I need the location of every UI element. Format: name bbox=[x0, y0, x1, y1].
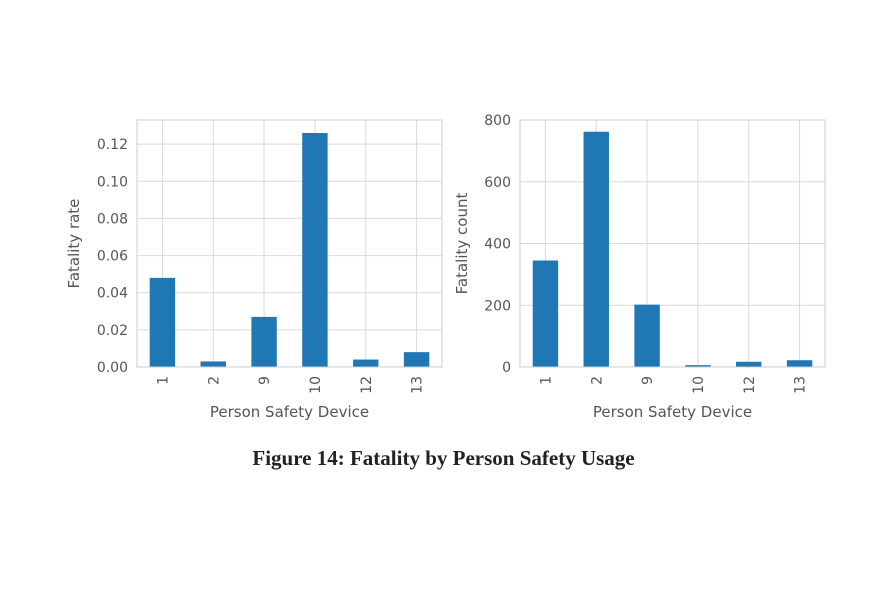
x-axis-label: Person Safety Device bbox=[210, 403, 369, 421]
y-tick-label: 0.00 bbox=[97, 360, 128, 376]
bar-12 bbox=[353, 359, 379, 367]
x-tick-label: 2 bbox=[589, 376, 605, 385]
x-tick-label: 1 bbox=[538, 376, 554, 385]
fatality-rate-chart: 0.000.020.040.060.080.100.121 2 9 10 12 13Per… bbox=[65, 119, 443, 421]
x-tick-label: 12 bbox=[742, 376, 758, 394]
x-tick-label: 9 bbox=[257, 376, 273, 385]
x-tick-label: 9 bbox=[640, 376, 656, 385]
y-tick-label: 0.10 bbox=[97, 174, 128, 190]
plot-area bbox=[137, 120, 442, 367]
bar-10 bbox=[302, 133, 328, 367]
x-tick-label: 12 bbox=[359, 376, 375, 394]
bar-9 bbox=[634, 304, 660, 367]
y-tick-label: 800 bbox=[484, 113, 511, 129]
y-tick-label: 0.04 bbox=[97, 286, 128, 302]
y-axis-label: Fatality count bbox=[453, 193, 471, 295]
bar-1 bbox=[149, 277, 176, 367]
y-tick-label: 200 bbox=[484, 298, 511, 314]
y-tick-label: 0.06 bbox=[97, 249, 128, 265]
y-tick-label: 0.08 bbox=[97, 211, 128, 227]
x-tick-label: 2 bbox=[206, 376, 222, 385]
x-axis-label: Person Safety Device bbox=[593, 403, 752, 421]
bar-13 bbox=[403, 352, 430, 367]
bar-12 bbox=[736, 361, 762, 367]
plot-frame bbox=[519, 119, 826, 368]
y-tick-label: 600 bbox=[484, 175, 511, 191]
figure-caption: Figure 14: Fatality by Person Safety Usa… bbox=[252, 446, 635, 470]
bar-2 bbox=[200, 361, 226, 367]
y-tick-label: 0.12 bbox=[97, 137, 128, 153]
x-tick-label: 10 bbox=[691, 376, 707, 394]
x-tick-label: 1 bbox=[155, 376, 171, 385]
y-tick-label: 0.02 bbox=[97, 323, 128, 339]
x-tick-label: 10 bbox=[308, 376, 324, 394]
bar-9 bbox=[251, 316, 277, 367]
x-tick-label: 13 bbox=[793, 376, 809, 394]
y-tick-label: 0 bbox=[502, 360, 511, 376]
y-axis-label: Fatality rate bbox=[65, 199, 83, 289]
bar-2 bbox=[583, 131, 609, 367]
y-tick-label: 400 bbox=[484, 237, 511, 253]
bar-10 bbox=[685, 365, 711, 367]
bar-13 bbox=[786, 360, 813, 367]
plot-frame bbox=[136, 119, 443, 368]
bar-1 bbox=[532, 260, 559, 367]
x-tick-label: 13 bbox=[410, 376, 426, 394]
